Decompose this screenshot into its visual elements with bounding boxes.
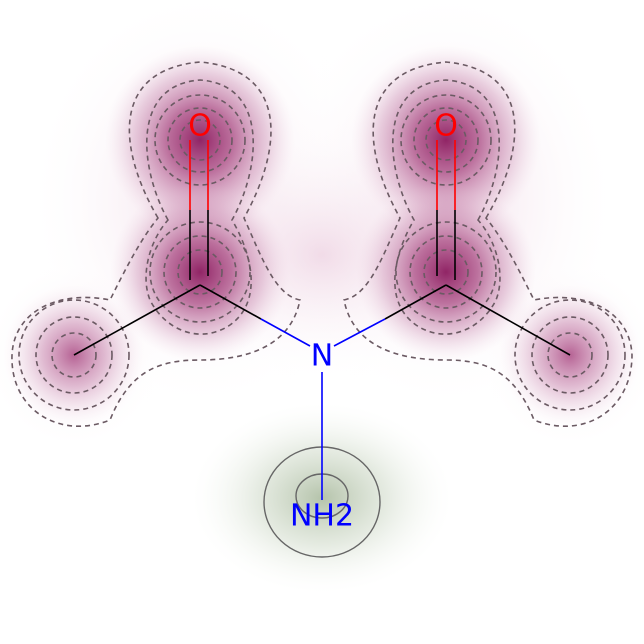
- atom-label-nh2: NH2: [290, 499, 354, 534]
- density-blob-c-right: [356, 182, 536, 362]
- density-blob-c-left: [110, 182, 290, 362]
- negative-contours: [11, 61, 633, 427]
- atom-label-o-right: O: [434, 109, 458, 144]
- atom-label-n: N: [311, 339, 333, 374]
- inner-contour-left: [145, 79, 254, 335]
- atom-labels: O O N NH2: [188, 109, 458, 534]
- density-blob-o-left: [105, 45, 295, 235]
- negative-density-blobs: [4, 45, 640, 425]
- atom-label-o-left: O: [188, 109, 212, 144]
- bonds: [73, 140, 571, 500]
- outer-contour-left: [11, 61, 301, 427]
- density-blob-o-right: [351, 45, 541, 235]
- inner-contour-right: [392, 79, 501, 335]
